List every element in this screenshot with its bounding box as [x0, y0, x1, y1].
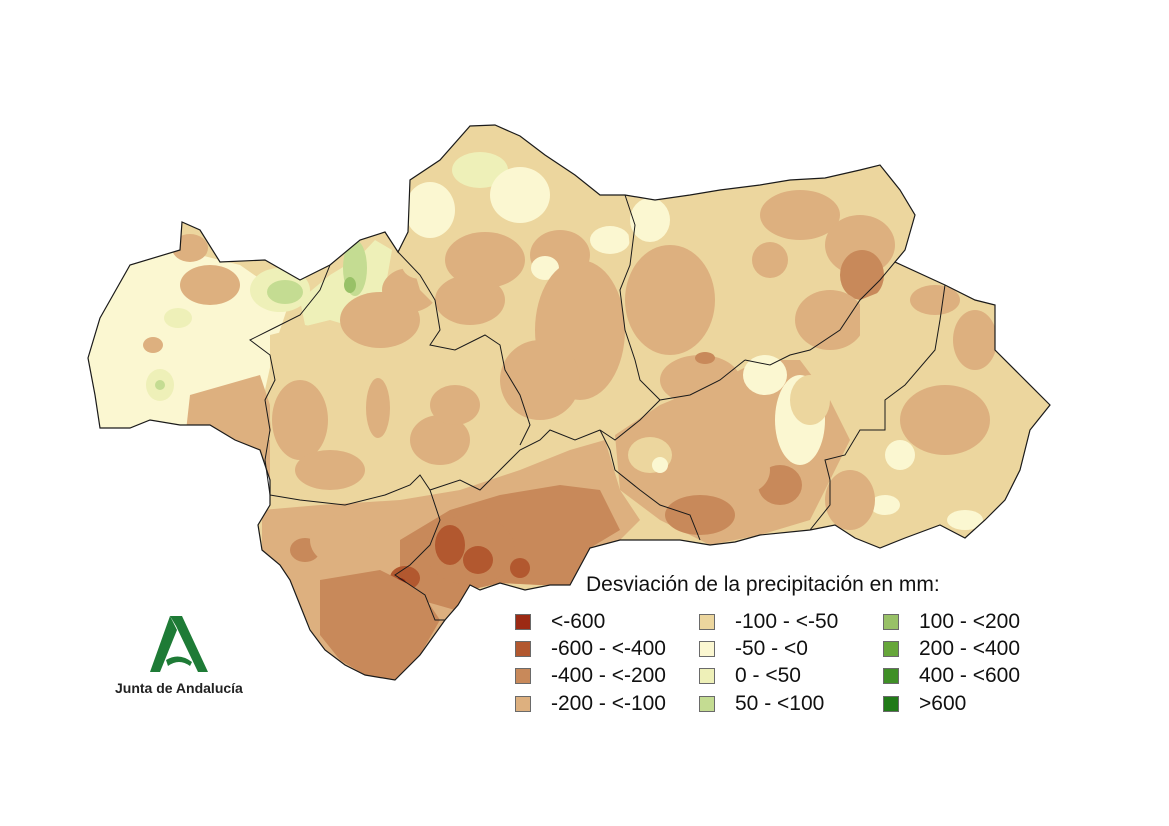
legend-label: -200 - <-100 — [551, 691, 666, 715]
legend-label: <-600 — [551, 609, 606, 633]
legend-item: 200 - <400 — [883, 635, 1067, 662]
legend-label: 400 - <600 — [919, 664, 1021, 688]
legend-item: 100 - <200 — [883, 608, 1067, 635]
legend-title: Desviación de la precipitación en mm: — [586, 573, 940, 596]
legend-label: 50 - <100 — [735, 691, 825, 715]
legend-swatch — [699, 613, 715, 630]
legend-item: 50 - <100 — [699, 690, 883, 717]
legend-label: 200 - <400 — [919, 636, 1021, 660]
legend-item: -600 - <-400 — [515, 635, 699, 662]
legend-swatch — [699, 640, 715, 657]
legend-item: 0 - <50 — [699, 663, 883, 690]
legend-swatch — [883, 613, 899, 630]
legend-item: <-600 — [515, 608, 699, 635]
legend-item: 400 - <600 — [883, 663, 1067, 690]
legend-swatch — [883, 640, 899, 657]
legend-label: -50 - <0 — [735, 636, 808, 660]
junta-logo: Junta de Andalucía — [108, 612, 258, 702]
junta-logo-text: Junta de Andalucía — [115, 680, 243, 696]
province-boundaries — [249, 194, 946, 621]
legend-swatch — [699, 695, 715, 712]
legend-label: 100 - <200 — [919, 609, 1021, 633]
legend-item: -400 - <-200 — [515, 663, 699, 690]
junta-andalucia-logo-icon — [150, 616, 208, 672]
legend-swatch — [883, 668, 899, 685]
legend-item: >600 — [883, 690, 1067, 717]
legend-swatch — [515, 640, 531, 657]
legend-swatch — [515, 695, 531, 712]
legend: <-600 -100 - <-50 100 - <200 -600 - <-400 -5… — [515, 608, 1067, 717]
legend-swatch — [515, 613, 531, 630]
legend-label: -100 - <-50 — [735, 609, 839, 633]
legend-item: -200 - <-100 — [515, 690, 699, 717]
legend-item: -50 - <0 — [699, 635, 883, 662]
legend-item: -100 - <-50 — [699, 608, 883, 635]
legend-label: -600 - <-400 — [551, 636, 666, 660]
legend-swatch — [515, 668, 531, 685]
legend-label: 0 - <50 — [735, 664, 801, 688]
legend-label: -400 - <-200 — [551, 664, 666, 688]
legend-swatch — [883, 695, 899, 712]
legend-swatch — [699, 668, 715, 685]
legend-label: >600 — [919, 691, 967, 715]
